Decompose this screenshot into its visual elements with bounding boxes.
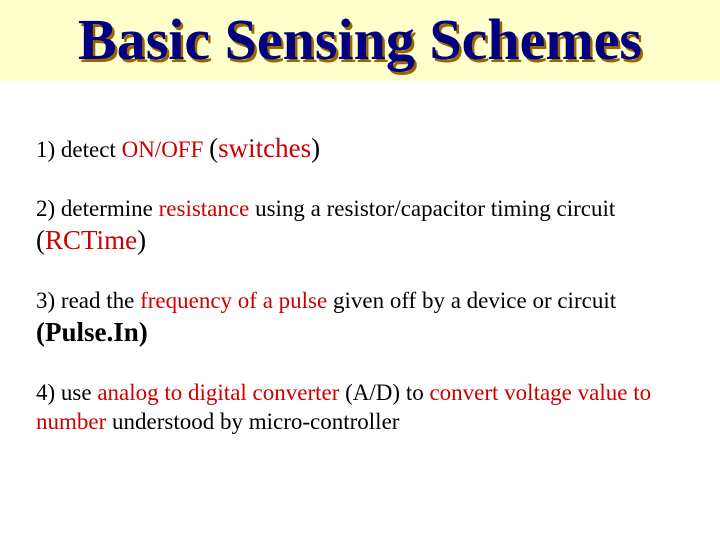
page-title: Basic Sensing Schemes bbox=[78, 7, 642, 72]
item2-paren-close: ) bbox=[137, 225, 146, 255]
list-item: 4) use analog to digital converter (A/D)… bbox=[36, 378, 692, 437]
item2-red: resistance bbox=[159, 196, 250, 221]
body-area: 1) detect ON/OFF (switches) 2) determine… bbox=[0, 81, 720, 436]
item2-b: using a resistor/capacitor timing circui… bbox=[249, 196, 615, 221]
item1-paren-open: ( bbox=[209, 133, 218, 163]
item3-big: (Pulse.In) bbox=[36, 317, 148, 347]
item2-paren-open: ( bbox=[36, 225, 45, 255]
item1-prefix: 1) detect bbox=[36, 137, 122, 162]
item1-paren-close: ) bbox=[311, 133, 320, 163]
item4-a: 4) use bbox=[36, 380, 97, 405]
list-item: 2) determine resistance using a resistor… bbox=[36, 194, 692, 258]
list-item: 3) read the frequency of a pulse given o… bbox=[36, 286, 692, 350]
item3-red: frequency of a pulse bbox=[140, 288, 327, 313]
item1-accent: ON/OFF bbox=[122, 137, 204, 162]
list-item: 1) detect ON/OFF (switches) bbox=[36, 131, 692, 166]
item4-b: (A/D) to bbox=[339, 380, 429, 405]
item2-a: 2) determine bbox=[36, 196, 159, 221]
item2-big-inner: RCTime bbox=[45, 225, 137, 255]
item3-a: 3) read the bbox=[36, 288, 140, 313]
title-band: Basic Sensing Schemes Basic Sensing Sche… bbox=[0, 0, 720, 81]
item4-c: understood by micro-controller bbox=[106, 409, 399, 434]
item4-red1: analog to digital converter bbox=[97, 380, 339, 405]
item1-big-inner: switches bbox=[218, 133, 311, 163]
item3-b: given off by a device or circuit bbox=[327, 288, 616, 313]
title-wrap: Basic Sensing Schemes Basic Sensing Sche… bbox=[78, 6, 642, 73]
